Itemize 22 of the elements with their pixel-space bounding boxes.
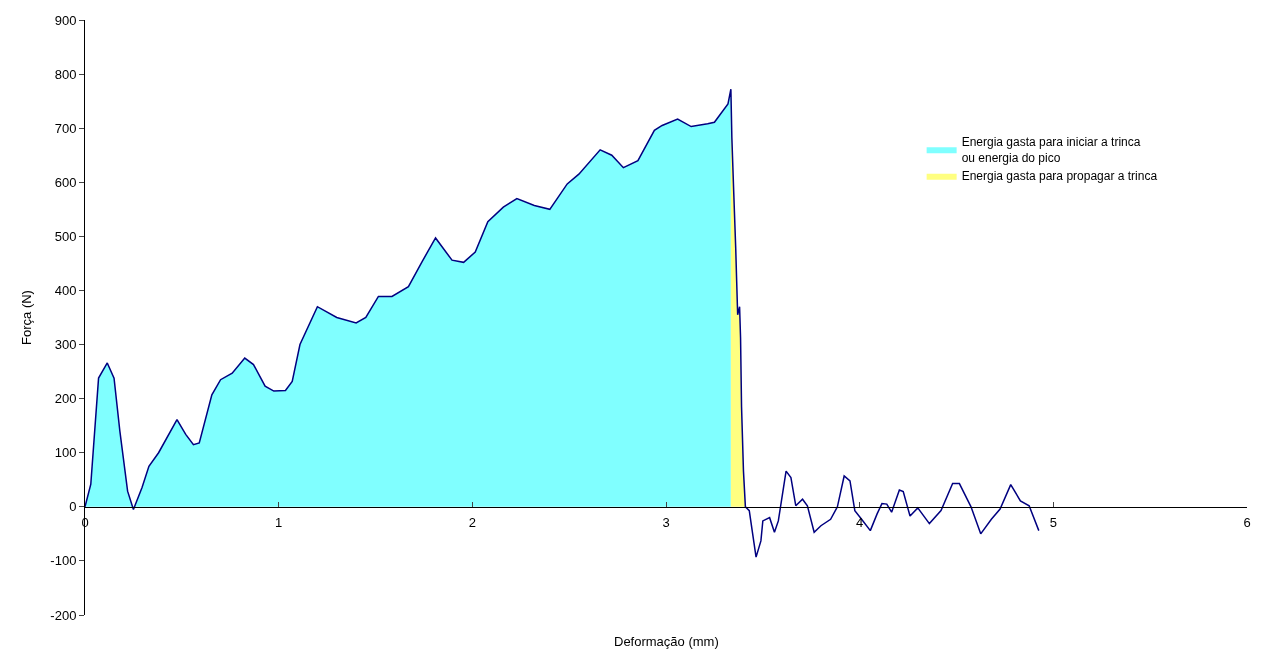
x-tick-label: 5 [1049, 515, 1057, 531]
y-axis-title: Força (N) [19, 290, 35, 345]
y-tick-label: 500 [54, 228, 77, 244]
y-tick-label: 200 [54, 391, 77, 407]
y-tick-label: 600 [54, 174, 77, 190]
y-tick-label: 0 [69, 499, 77, 515]
y-tick-label: 800 [54, 66, 77, 82]
x-axis-title: Deformação (mm) [614, 634, 719, 649]
y-tick-label: 900 [54, 12, 77, 28]
x-tick-label: 6 [1243, 515, 1251, 531]
legend-label: Energia gasta para iniciar a trinca ou energia do pico [961, 135, 1141, 165]
legend-label: Energia gasta para propagar a trinca [961, 169, 1158, 184]
x-tick-label: 1 [275, 515, 283, 531]
y-tick-label: 100 [54, 445, 77, 461]
x-tick-label: 3 [662, 515, 670, 531]
y-tick-label: -200 [50, 607, 77, 623]
y-tick-label: 400 [54, 283, 77, 298]
x-tick-label: 4 [856, 515, 864, 531]
y-tick-label: 700 [54, 120, 77, 136]
y-tick-label: -100 [50, 553, 77, 569]
x-tick-label: 2 [468, 515, 476, 531]
y-tick-label: 300 [54, 337, 77, 353]
